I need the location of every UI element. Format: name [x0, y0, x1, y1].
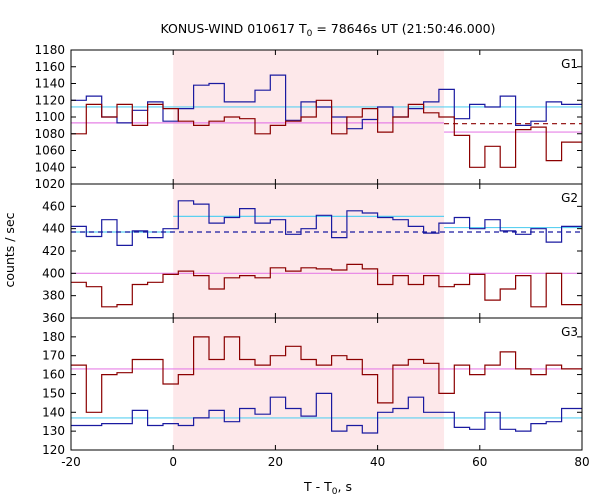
y-axis-title: counts / sec — [2, 212, 17, 287]
y-tick-label: 180 — [42, 330, 65, 344]
series-red-line — [71, 263, 582, 308]
y-tick-label: 130 — [42, 424, 65, 438]
y-tick-label: 1060 — [34, 144, 65, 158]
y-tick-label: 460 — [42, 199, 65, 213]
chart-title: KONUS-WIND 010617 T0 = 78646s UT (21:50:… — [160, 21, 495, 39]
x-tick-label: -20 — [61, 455, 81, 469]
y-tick-label: 160 — [42, 368, 65, 382]
y-tick-label: 1020 — [34, 177, 65, 191]
x-tick-label: 60 — [472, 455, 487, 469]
y-tick-label: 1100 — [34, 110, 65, 124]
y-tick-label: 1160 — [34, 60, 65, 74]
series-red-line — [71, 99, 582, 168]
y-tick-label: 440 — [42, 222, 65, 236]
y-tick-label: 1120 — [34, 93, 65, 107]
y-tick-label: 140 — [42, 405, 65, 419]
y-tick-label: 380 — [42, 289, 65, 303]
series-red-line — [71, 336, 582, 413]
plot-area: 1020 1040 1060 1080 1100 1120 1140 1160 1180 G1 36… — [34, 43, 589, 469]
series-blue-line — [71, 392, 582, 434]
x-tick-label: 80 — [574, 455, 589, 469]
x-tick-label: 0 — [169, 455, 177, 469]
x-tick-label: 40 — [370, 455, 385, 469]
y-tick-label: 1140 — [34, 77, 65, 91]
panel-label: G1 — [561, 57, 578, 71]
series-blue-line — [71, 200, 582, 246]
x-tick-label: 20 — [268, 455, 283, 469]
panel-label: G3 — [561, 325, 578, 339]
y-tick-label: 170 — [42, 349, 65, 363]
panel-label: G2 — [561, 191, 578, 205]
y-tick-label: 360 — [42, 311, 65, 325]
y-tick-label: 1040 — [34, 160, 65, 174]
y-tick-label: 1080 — [34, 127, 65, 141]
panel-frame — [70, 317, 583, 451]
y-tick-label: 400 — [42, 266, 65, 280]
y-tick-label: 420 — [42, 244, 65, 258]
highlight-interval — [173, 50, 445, 450]
y-tick-label: 1180 — [34, 43, 65, 57]
y-tick-label: 120 — [42, 443, 65, 457]
x-axis-title: T - T0, s — [303, 479, 352, 497]
y-tick-label: 150 — [42, 386, 65, 400]
